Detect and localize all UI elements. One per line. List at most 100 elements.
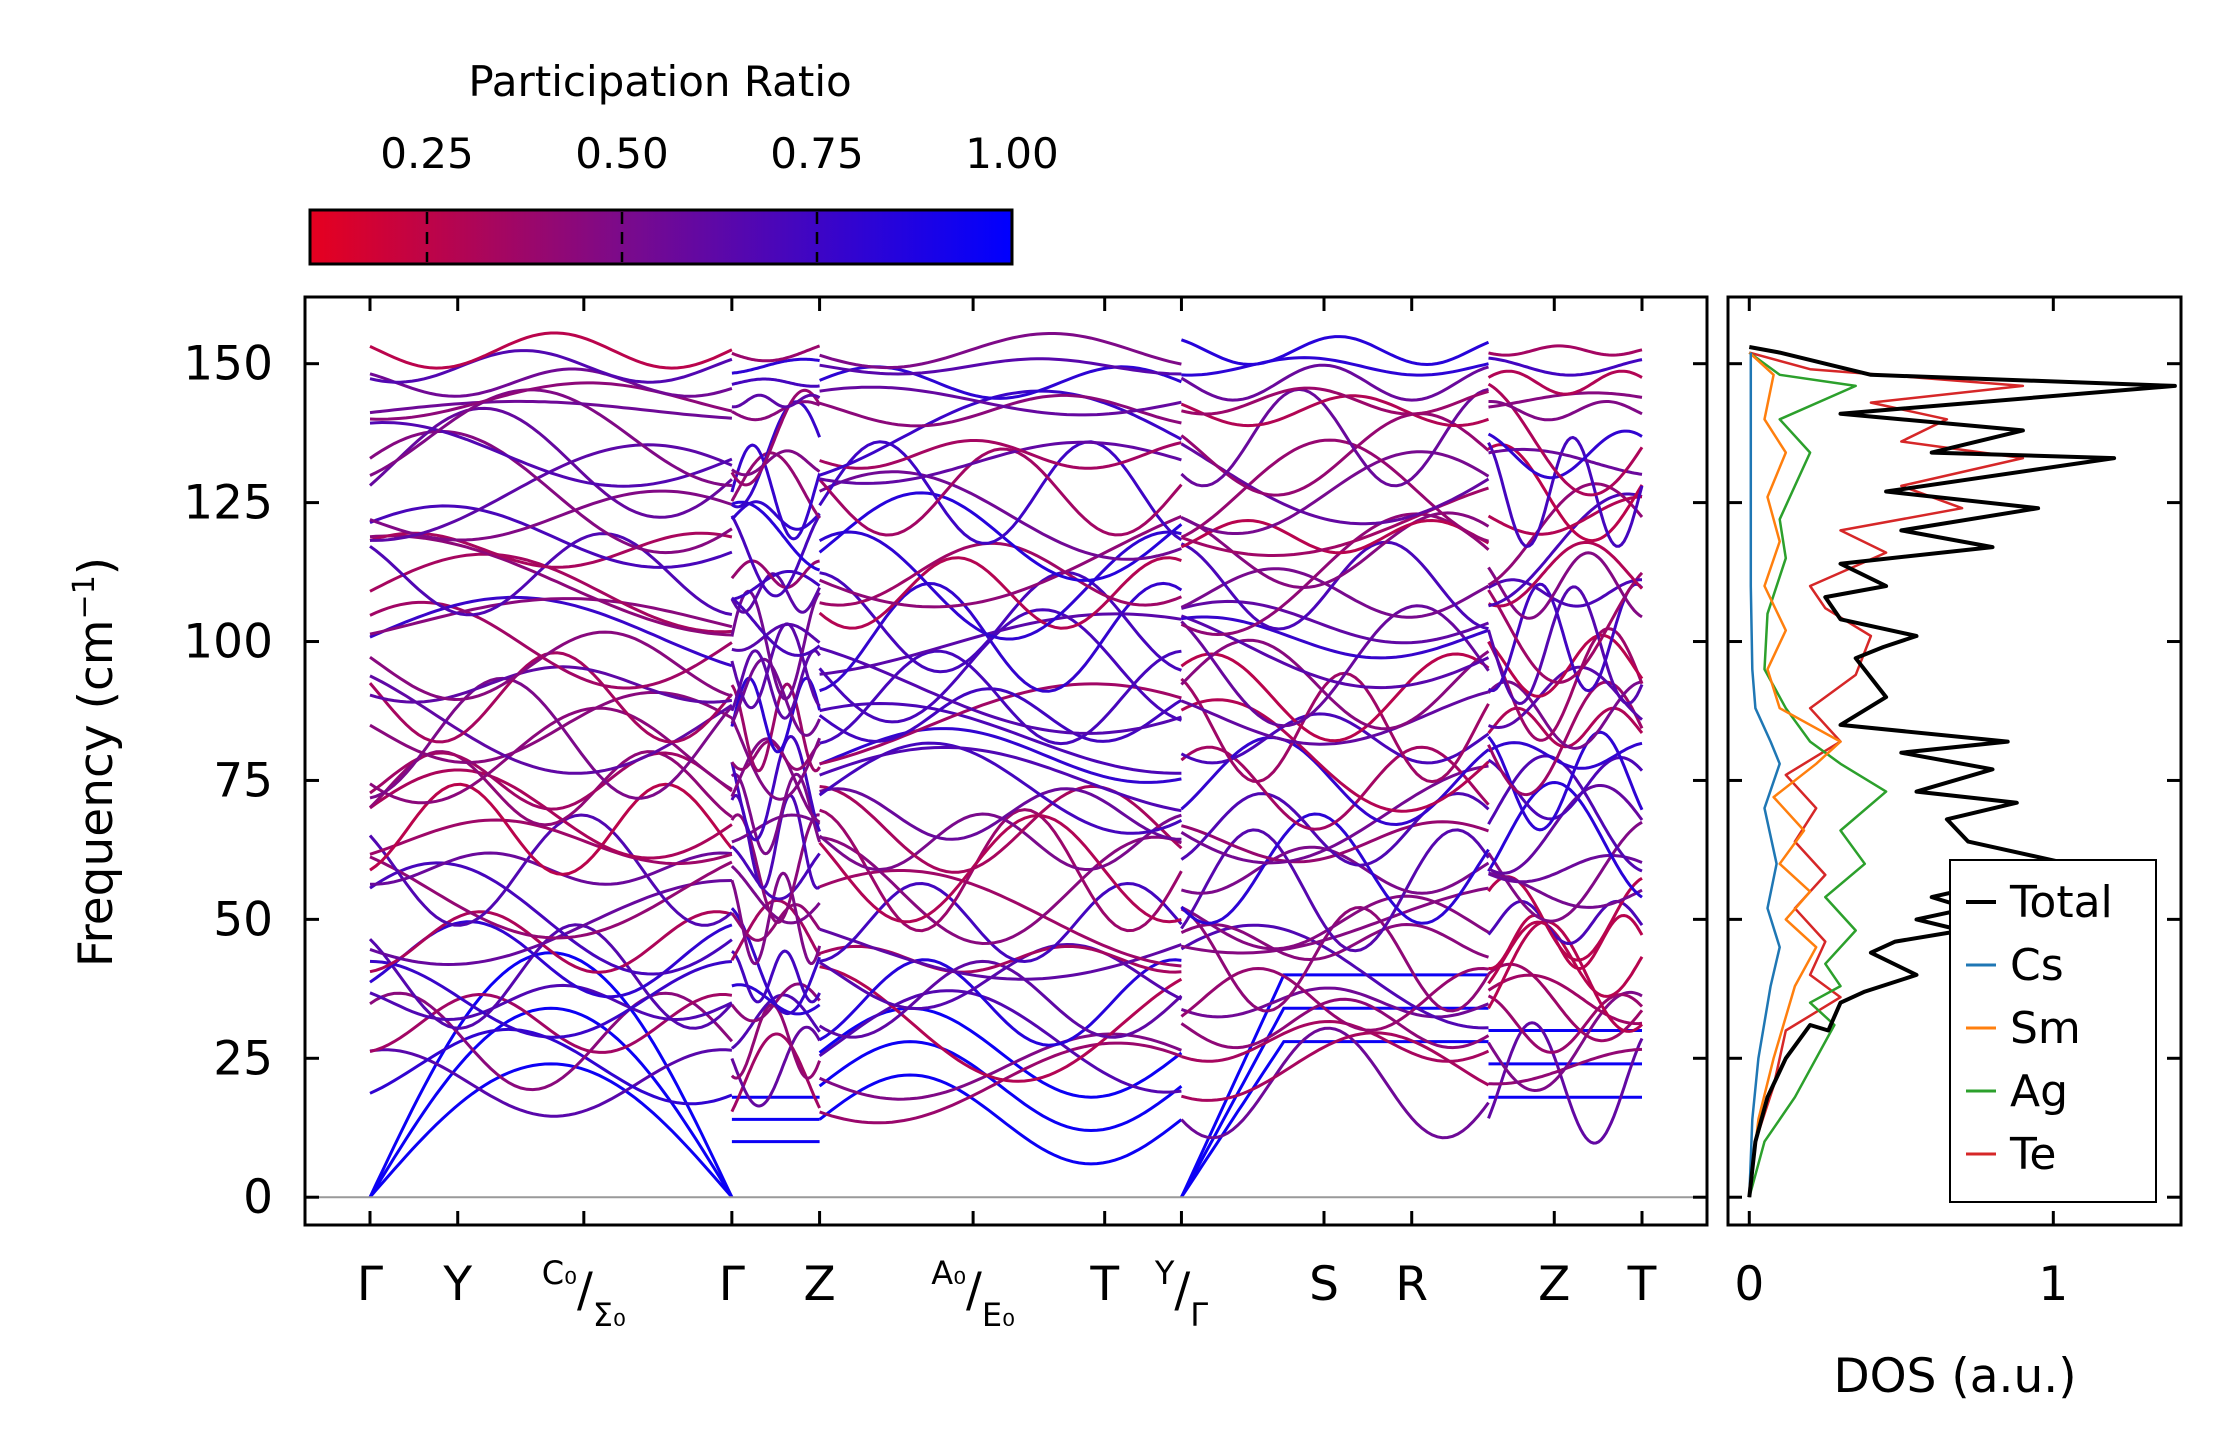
phonon-band: [819, 649, 1182, 746]
phonon-band: [1487, 633, 1644, 698]
phonon-band: [730, 772, 822, 856]
phonon-band: [1180, 518, 1490, 555]
phonon-band: [1487, 582, 1644, 693]
phonon-band: [730, 514, 821, 598]
phonon-band: [818, 440, 1183, 545]
phonon-band: [730, 500, 821, 531]
phonon-band: [1487, 585, 1644, 706]
phonon-band: [1488, 356, 1643, 377]
phonon-band: [1180, 1019, 1490, 1063]
phonon-band: [369, 504, 733, 569]
y-tick-label: 150: [183, 337, 273, 392]
kpoint-label: Z: [1538, 1257, 1570, 1312]
phonon-band: [1487, 920, 1644, 998]
phonon-band: [1487, 730, 1644, 832]
phonon-band: [730, 388, 821, 487]
phonon-band: [1487, 680, 1644, 797]
phonon-band: [1487, 962, 1644, 1043]
phonon-band: [1180, 764, 1489, 865]
phonon-band: [819, 881, 1183, 964]
colorbar: Participation Ratio 0.25 0.50 0.75 1.00: [308, 57, 1059, 266]
phonon-band: [1488, 344, 1643, 357]
phonon-band: [1180, 335, 1490, 367]
phonon-band: [369, 600, 733, 690]
phonon-band: [369, 818, 733, 866]
phonon-band: [1180, 922, 1489, 962]
phonon-band: [818, 1032, 1182, 1101]
phonon-band: [369, 959, 733, 1039]
phonon-band: [369, 855, 733, 940]
kpoint-label: T: [1089, 1257, 1119, 1312]
phonon-band: [818, 447, 1183, 537]
phonon-band: [1487, 578, 1642, 608]
phonon-band: [369, 676, 734, 800]
phonon-band: [1487, 551, 1643, 620]
phonon-band: [730, 1032, 821, 1113]
phonon-band: [369, 399, 732, 420]
phonon-band: [818, 687, 1183, 743]
phonon-band: [1487, 920, 1644, 1033]
phonon-band: [1487, 482, 1644, 587]
phonon-band: [1180, 394, 1489, 428]
kpoint-label: Y: [442, 1257, 472, 1312]
phonon-band: [368, 406, 733, 519]
phonon-band: [1180, 828, 1490, 953]
phonon-band: [1180, 671, 1490, 784]
kpoint-label: A₀/E₀: [931, 1254, 1015, 1334]
phonon-band: [1488, 400, 1643, 422]
phonon-band: [1487, 1021, 1644, 1145]
phonon-band: [1180, 1040, 1489, 1199]
phonon-band: [731, 813, 821, 844]
phonon-band: [730, 993, 821, 1050]
phonon-band: [819, 701, 1182, 775]
phonon-band: [731, 500, 821, 572]
legend-label: Te: [2009, 1129, 2056, 1180]
phonon-band: [819, 646, 1182, 735]
phonon-band: [730, 622, 821, 710]
dos-panel: 0 1 DOS (a.u.) Total Cs Sm Ag Te: [1726, 295, 2183, 1404]
phonon-band: [369, 910, 733, 974]
phonon-band: [730, 1025, 821, 1108]
kpoint-label: S: [1309, 1257, 1339, 1312]
kpoint-label: R: [1395, 1257, 1428, 1312]
phonon-band: [369, 531, 733, 569]
phonon-band: [1487, 780, 1643, 899]
phonon-band: [730, 1003, 821, 1080]
phonon-band: [819, 440, 1182, 485]
phonon-band: [731, 400, 821, 509]
phonon-band: [1488, 447, 1643, 476]
phonon-band: [819, 385, 1182, 417]
kpoint-label: Y/Γ: [1154, 1254, 1208, 1334]
phonon-band: [730, 676, 822, 754]
phonon-band: [819, 927, 1182, 981]
phonon-band: [730, 740, 821, 771]
phonon-band: [1180, 512, 1490, 637]
phonon-band: [1487, 540, 1644, 608]
colorbar-title: Participation Ratio: [468, 57, 851, 106]
phonon-band: [730, 443, 822, 541]
y-axis-label: Frequency (cm−1): [67, 557, 124, 967]
phonon-band: [818, 556, 1182, 630]
phonon-band: [819, 357, 1182, 376]
phonon-band: [1487, 990, 1643, 1093]
phonon-band: [730, 903, 821, 942]
x-axis-label: DOS (a.u.): [1833, 1349, 2076, 1404]
phonon-band: [1180, 638, 1490, 731]
kpoint-label: Γ: [357, 1257, 383, 1312]
phonon-band: [819, 332, 1182, 370]
phonon-band: [1487, 382, 1644, 497]
phonon-band: [818, 812, 1182, 872]
phonon-band: [1181, 1031, 1490, 1102]
phonon-band: [818, 958, 1182, 1047]
phonon-band: [1180, 540, 1489, 631]
phonon-band: [1180, 652, 1490, 743]
phonon-band: [819, 612, 1182, 676]
y-tick-label: 100: [183, 615, 273, 670]
phonon-band: [369, 597, 733, 636]
phonon-band: [1180, 690, 1489, 746]
phonon-band: [819, 835, 1182, 946]
phonon-band: [731, 449, 821, 477]
phonon-band: [818, 491, 1183, 582]
phonon-band: [1180, 973, 1489, 1198]
